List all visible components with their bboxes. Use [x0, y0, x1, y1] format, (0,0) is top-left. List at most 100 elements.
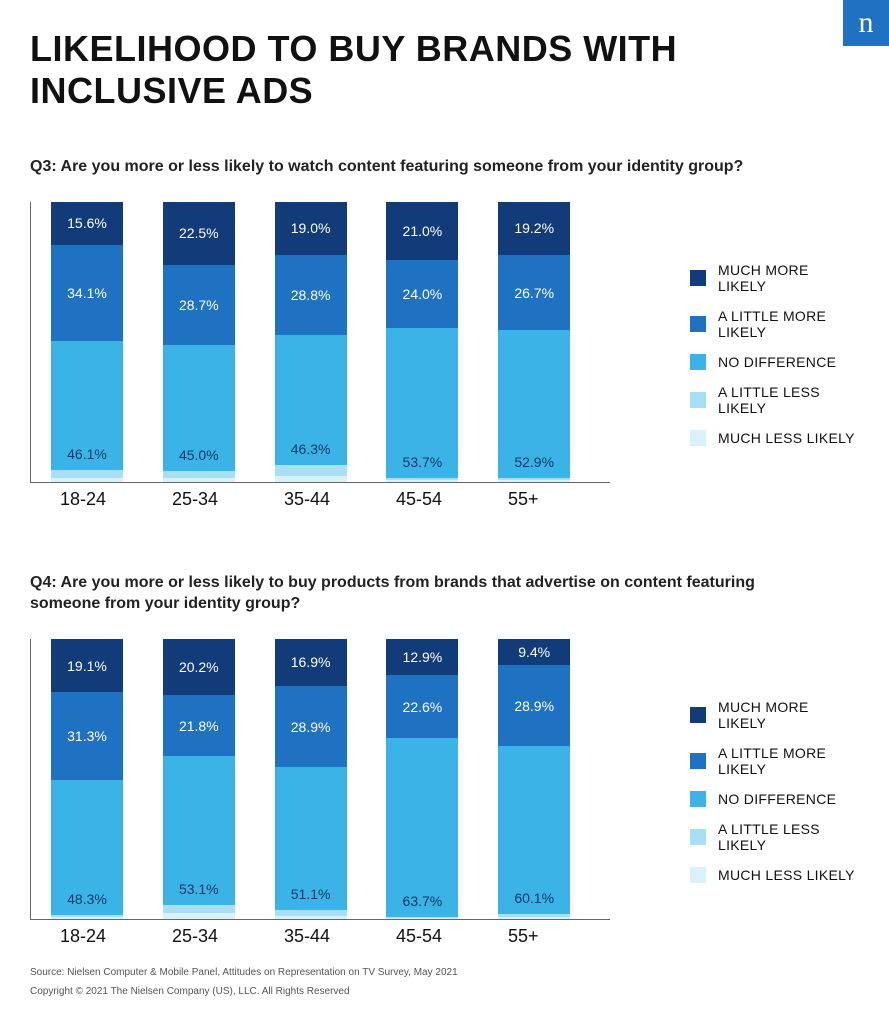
bar-segment-little_more: 28.7%: [163, 265, 235, 345]
stacked-bar: 12.9% 22.6% 63.7%: [386, 639, 458, 919]
stacked-bar: 16.9%28.9%51.1%: [275, 639, 347, 919]
bar-slot: 22.5% 28.7% 45.0%: [163, 202, 275, 482]
page: n LIKELIHOOD TO BUY BRANDS WITH INCLUSIV…: [0, 0, 889, 1029]
page-title: LIKELIHOOD TO BUY BRANDS WITH INCLUSIVE …: [30, 28, 859, 112]
legend-item: MUCH MORE LIKELY: [690, 699, 859, 731]
segment-value-label: 48.3%: [67, 891, 107, 907]
stacked-bar: 9.4% 28.9% 60.1%: [498, 639, 570, 919]
segment-value-label: 63.7%: [403, 893, 443, 909]
bar-segment-no_diff: 60.1%: [498, 746, 570, 914]
segment-value-label: 12.9%: [403, 649, 443, 665]
bar-segment-no_diff: 63.7%: [386, 738, 458, 916]
segment-value-label: 46.3%: [291, 441, 331, 457]
bar-segment-little_more: 24.0%: [386, 260, 458, 327]
bar-slot: 19.0%28.8%46.3%: [275, 202, 387, 482]
legend-label: NO DIFFERENCE: [718, 354, 836, 370]
legend-label: MUCH LESS LIKELY: [718, 867, 855, 883]
segment-value-label: 45.0%: [179, 447, 219, 463]
bar-segment-much_less: [386, 918, 458, 919]
legend-label: A LITTLE LESS LIKELY: [718, 384, 859, 416]
legend-item: A LITTLE MORE LIKELY: [690, 308, 859, 340]
segment-value-label: 22.5%: [179, 225, 219, 241]
xaxis-category: 25-34: [162, 489, 274, 510]
xaxis-category: 18-24: [50, 489, 162, 510]
segment-value-label: 34.1%: [67, 285, 107, 301]
legend-swatch: [690, 791, 706, 807]
legend-item: NO DIFFERENCE: [690, 791, 859, 807]
legend-item: MUCH MORE LIKELY: [690, 262, 859, 294]
legend-item: MUCH LESS LIKELY: [690, 867, 859, 883]
segment-value-label: 60.1%: [514, 890, 554, 906]
bar-segment-much_more: 20.2%: [163, 639, 235, 696]
xaxis-category: 35-44: [274, 489, 386, 510]
footer-copyright: Copyright © 2021 The Nielsen Company (US…: [30, 982, 458, 1001]
bar-segment-much_less: [163, 478, 235, 482]
segment-value-label: 21.0%: [403, 223, 443, 239]
bar-slot: 9.4% 28.9% 60.1%: [498, 639, 610, 919]
chart-area-wrap: 15.6%34.1%46.1%22.5%28.7%45.0%19.0%28.8%…: [30, 202, 610, 510]
segment-value-label: 53.7%: [403, 454, 443, 470]
stacked-bar: 22.5% 28.7% 45.0%: [163, 202, 235, 482]
chart-area: 15.6%34.1%46.1%22.5%28.7%45.0%19.0%28.8%…: [30, 202, 610, 483]
xaxis: 18-2425-3435-4445-5455+: [30, 920, 610, 947]
bar-segment-little_more: 26.7%: [498, 255, 570, 330]
bar-segment-little_more: 34.1%: [51, 245, 123, 340]
xaxis-category: 55+: [498, 926, 610, 947]
segment-value-label: 21.8%: [179, 718, 219, 734]
segment-value-label: 20.2%: [179, 659, 219, 675]
stacked-bar: 15.6%34.1%46.1%: [51, 202, 123, 482]
chart-block: 15.6%34.1%46.1%22.5%28.7%45.0%19.0%28.8%…: [30, 202, 859, 510]
segment-value-label: 46.1%: [67, 446, 107, 462]
xaxis-category: 18-24: [50, 926, 162, 947]
xaxis-category: 35-44: [274, 926, 386, 947]
xaxis-category: 45-54: [386, 489, 498, 510]
stacked-bar: 20.2% 21.8% 53.1%: [163, 639, 235, 919]
bar-segment-much_less: [498, 480, 570, 481]
bar-segment-much_less: [275, 476, 347, 481]
segment-value-label: 51.1%: [291, 886, 331, 902]
chart-block: 19.1%31.3%48.3%20.2%21.8%53.1%16.9%28.9%…: [30, 639, 859, 947]
footer: Source: Nielsen Computer & Mobile Panel,…: [30, 963, 458, 1001]
bars-row: 19.1%31.3%48.3%20.2%21.8%53.1%16.9%28.9%…: [31, 639, 610, 919]
bar-segment-much_less: [386, 480, 458, 481]
legend-label: NO DIFFERENCE: [718, 791, 836, 807]
legend: MUCH MORE LIKELY A LITTLE MORE LIKELY NO D…: [690, 202, 859, 460]
bar-segment-much_more: 21.0%: [386, 202, 458, 261]
legend-label: MUCH LESS LIKELY: [718, 430, 855, 446]
stacked-bar: 19.0%28.8%46.3%: [275, 202, 347, 482]
charts-container: Q3: Are you more or less likely to watch…: [30, 156, 859, 947]
bar-segment-no_diff: 46.1%: [51, 341, 123, 470]
segment-value-label: 19.0%: [291, 220, 331, 236]
nielsen-logo: n: [843, 0, 889, 46]
legend-swatch: [690, 829, 706, 845]
bar-slot: 21.0% 24.0% 53.7%: [386, 202, 498, 482]
segment-value-label: 9.4%: [518, 644, 550, 660]
segment-value-label: 28.9%: [291, 719, 331, 735]
bar-segment-much_more: 22.5%: [163, 202, 235, 265]
legend-item: A LITTLE MORE LIKELY: [690, 745, 859, 777]
bar-segment-much_less: [275, 916, 347, 919]
legend-label: A LITTLE LESS LIKELY: [718, 821, 859, 853]
stacked-bar: 19.2%26.7%52.9%: [498, 202, 570, 482]
legend-item: A LITTLE LESS LIKELY: [690, 821, 859, 853]
bar-segment-much_more: 9.4%: [498, 639, 570, 665]
segment-value-label: 22.6%: [403, 699, 443, 715]
segment-value-label: 28.9%: [514, 698, 554, 714]
bar-segment-no_diff: 53.7%: [386, 328, 458, 478]
bar-slot: 16.9%28.9%51.1%: [275, 639, 387, 919]
stacked-bar: 19.1%31.3%48.3%: [51, 639, 123, 919]
bar-segment-no_diff: 46.3%: [275, 335, 347, 465]
bar-slot: 19.1%31.3%48.3%: [51, 639, 163, 919]
bar-segment-much_more: 12.9%: [386, 639, 458, 675]
bar-segment-no_diff: 48.3%: [51, 780, 123, 915]
legend-swatch: [690, 753, 706, 769]
segment-value-label: 24.0%: [403, 286, 443, 302]
xaxis-category: 55+: [498, 489, 610, 510]
bar-segment-little_less: [163, 471, 235, 478]
bar-segment-much_less: [498, 917, 570, 919]
segment-value-label: 53.1%: [179, 881, 219, 897]
legend-swatch: [690, 354, 706, 370]
bar-segment-little_more: 22.6%: [386, 675, 458, 738]
bar-slot: 12.9% 22.6% 63.7%: [386, 639, 498, 919]
legend-swatch: [690, 316, 706, 332]
